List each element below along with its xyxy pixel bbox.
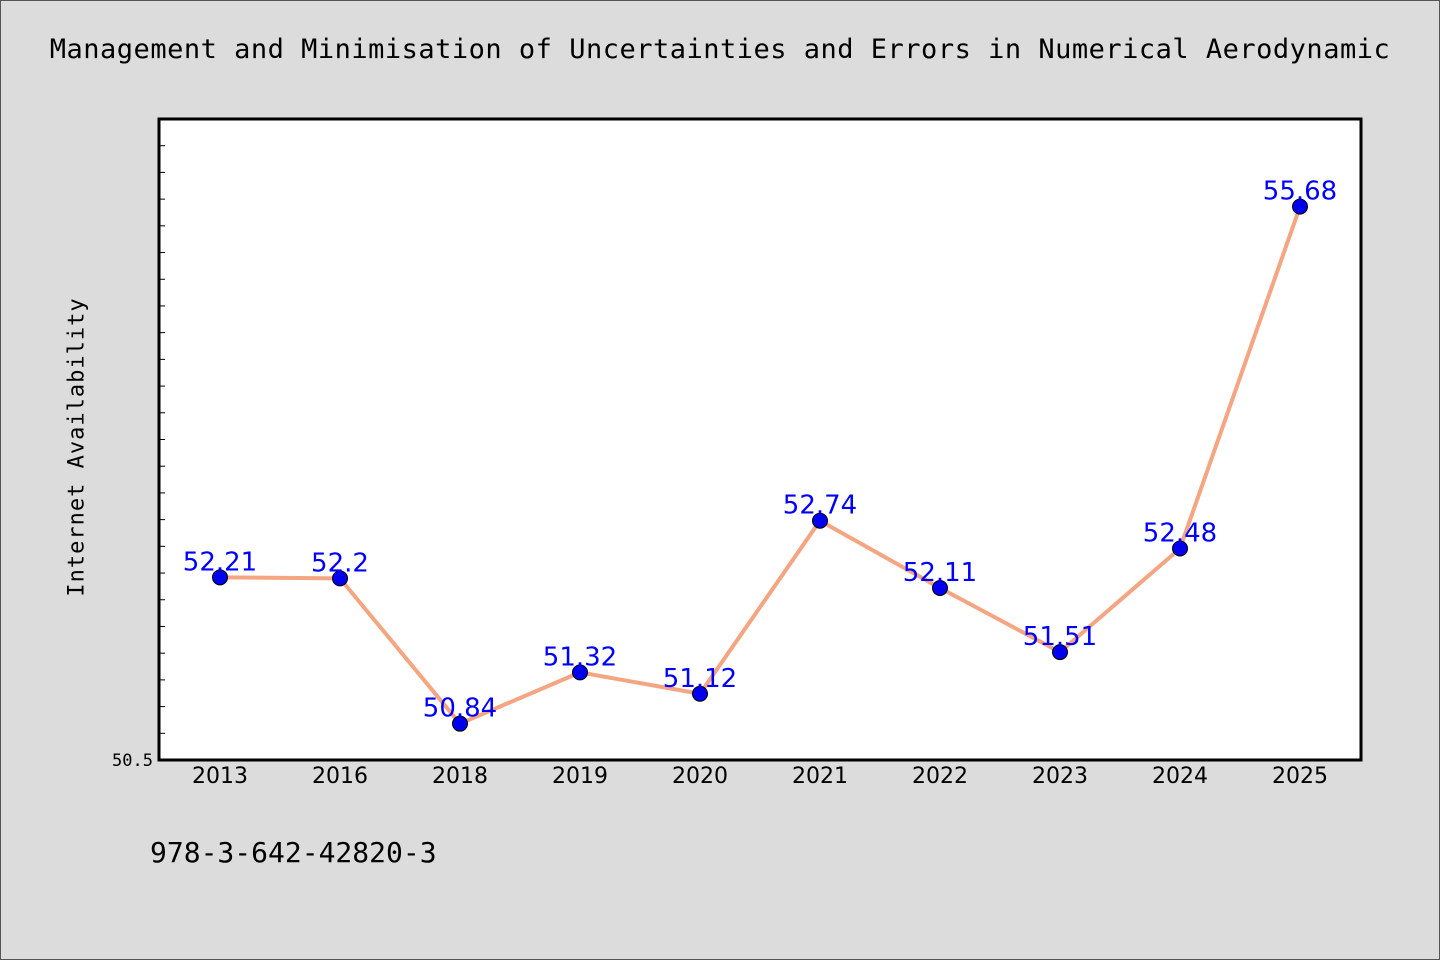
data-label: 52.74 (783, 491, 857, 521)
y-axis-ticks (159, 118, 165, 761)
data-label: 52.48 (1143, 518, 1217, 548)
data-labels: 52.21 52.2 50.84 51.32 51.12 52.74 52.11 51.51 5… (183, 177, 1337, 724)
x-tick-label: 2025 (1272, 764, 1328, 789)
data-label: 51.12 (663, 664, 737, 694)
series-line (219, 205, 1302, 726)
data-label: 52.2 (311, 548, 369, 578)
x-tick-label: 2019 (552, 764, 608, 789)
x-tick-label: 2013 (192, 764, 248, 789)
x-tick-label: 2024 (1152, 764, 1208, 789)
data-point (1172, 540, 1188, 557)
data-point (932, 579, 948, 596)
data-point (332, 570, 348, 587)
data-label: 51.32 (543, 642, 617, 672)
x-tick-label: 2021 (792, 764, 848, 789)
data-point (812, 512, 828, 529)
data-label: 51.51 (1023, 622, 1097, 652)
y-tick-label: 50.5 (112, 751, 153, 771)
x-tick-label: 2022 (912, 764, 968, 789)
chart-title: Management and Minimisation of Uncertain… (49, 34, 1391, 65)
data-point (1052, 644, 1068, 661)
data-point (692, 685, 708, 702)
x-tick-label: 2023 (1032, 764, 1088, 789)
plot-area (157, 117, 1363, 762)
x-tick-label: 2018 (432, 764, 488, 789)
x-axis-tick-labels: 2013 2016 2018 2019 2020 2021 2022 2023 2024 2025 (192, 764, 1328, 789)
data-point (1292, 198, 1308, 215)
data-point (572, 664, 588, 681)
data-label: 52.11 (903, 558, 977, 588)
data-markers (212, 198, 1308, 732)
isbn-footnote: 978-3-642-42820-3 (150, 836, 437, 869)
x-tick-label: 2020 (672, 764, 728, 789)
data-label: 55.68 (1263, 177, 1337, 207)
data-point (212, 569, 228, 586)
data-point (452, 715, 468, 732)
data-label: 50.84 (423, 694, 497, 724)
x-tick-label: 2016 (312, 764, 368, 789)
data-label: 52.21 (183, 547, 257, 577)
